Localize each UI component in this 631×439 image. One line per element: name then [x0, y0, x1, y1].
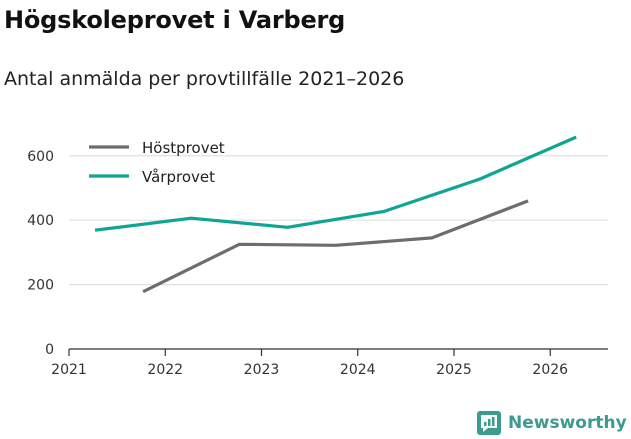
newsworthy-logo-icon — [477, 411, 501, 435]
legend: Höstprovet Vårprovet — [89, 139, 225, 186]
y-tick-label-600: 600 — [27, 149, 54, 165]
series-lines — [94, 135, 577, 294]
x-tick-label-2024: 2024 — [340, 362, 376, 378]
y-tick-label-200: 200 — [27, 278, 54, 294]
x-tick-label-2026: 2026 — [532, 362, 568, 378]
chart-subtitle: Antal anmälda per provtillfälle 2021–202… — [4, 68, 405, 90]
series-line-varprovet — [94, 135, 577, 232]
series-line-hostprovet — [142, 199, 529, 294]
chart-title: Högskoleprovet i Varberg — [4, 6, 346, 34]
axes: 0 200 400 600 2021 2022 2023 2024 2025 2026 — [27, 149, 608, 378]
x-tick-label-2023: 2023 — [244, 362, 280, 378]
legend-label-varprovet: Vårprovet — [142, 168, 215, 186]
x-tick-label-2022: 2022 — [147, 362, 183, 378]
x-tick-label-2021: 2021 — [51, 362, 87, 378]
y-tick-label-0: 0 — [45, 342, 54, 358]
x-tick-label-2025: 2025 — [436, 362, 472, 378]
legend-label-hostprovet: Höstprovet — [142, 139, 225, 157]
y-tick-label-400: 400 — [27, 213, 54, 229]
newsworthy-brand: Newsworthy — [476, 409, 627, 437]
brand-name: Newsworthy — [508, 413, 627, 433]
